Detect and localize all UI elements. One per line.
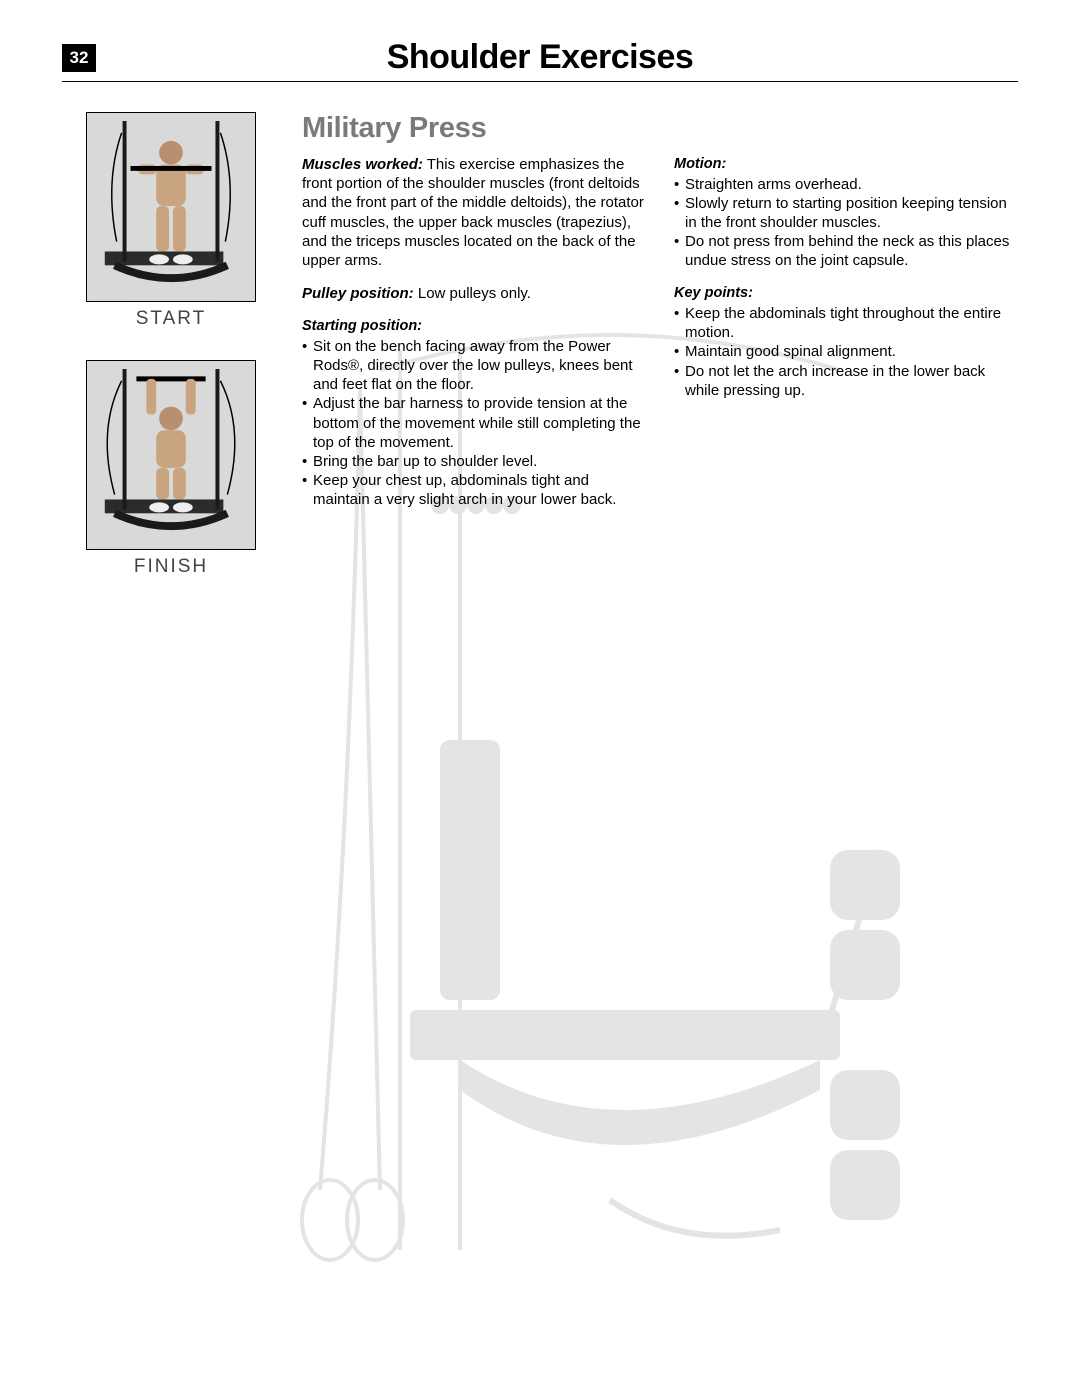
list-item: Keep the abdominals tight throughout the… — [674, 304, 1018, 342]
content-area: START — [62, 112, 1018, 608]
pulley-position-label: Pulley position: — [302, 285, 414, 302]
starting-position-list: Sit on the bench facing away from the Po… — [302, 337, 646, 510]
list-item: Straighten arms overhead. — [674, 175, 1018, 194]
exercise-title: Military Press — [302, 112, 1018, 145]
list-item: Adjust the bar harness to provide tensio… — [302, 394, 646, 452]
keypoints-heading: Key points: — [674, 284, 1018, 303]
keypoints-list: Keep the abdominals tight throughout the… — [674, 304, 1018, 400]
pulley-position-para: Pulley position: Low pulleys only. — [302, 284, 646, 303]
start-image — [86, 112, 256, 302]
image-column: START — [62, 112, 280, 608]
finish-label: FINISH — [62, 556, 280, 578]
text-column: Military Press Muscles worked: This exer… — [302, 112, 1018, 608]
page-header: 32 Shoulder Exercises — [62, 38, 1018, 82]
page-number: 32 — [62, 44, 96, 72]
text-col-1: Muscles worked: This exercise emphasizes… — [302, 155, 646, 524]
motion-list: Straighten arms overhead. Slowly return … — [674, 175, 1018, 271]
list-item: Keep your chest up, abdominals tight and… — [302, 471, 646, 509]
motion-heading: Motion: — [674, 155, 1018, 174]
list-item: Do not press from behind the neck as thi… — [674, 232, 1018, 270]
section-title: Shoulder Exercises — [108, 38, 972, 77]
starting-position-heading: Starting position: — [302, 317, 646, 336]
finish-image — [86, 360, 256, 550]
muscles-worked-label: Muscles worked: — [302, 156, 423, 173]
pulley-position-text: Low pulleys only. — [414, 285, 531, 302]
list-item: Slowly return to starting position keepi… — [674, 194, 1018, 232]
start-label: START — [62, 308, 280, 330]
list-item: Bring the bar up to shoulder level. — [302, 452, 646, 471]
muscles-worked-para: Muscles worked: This exercise emphasizes… — [302, 155, 646, 270]
list-item: Maintain good spinal alignment. — [674, 342, 1018, 361]
list-item: Sit on the bench facing away from the Po… — [302, 337, 646, 395]
list-item: Do not let the arch increase in the lowe… — [674, 362, 1018, 400]
text-col-2: Motion: Straighten arms overhead. Slowly… — [674, 155, 1018, 524]
